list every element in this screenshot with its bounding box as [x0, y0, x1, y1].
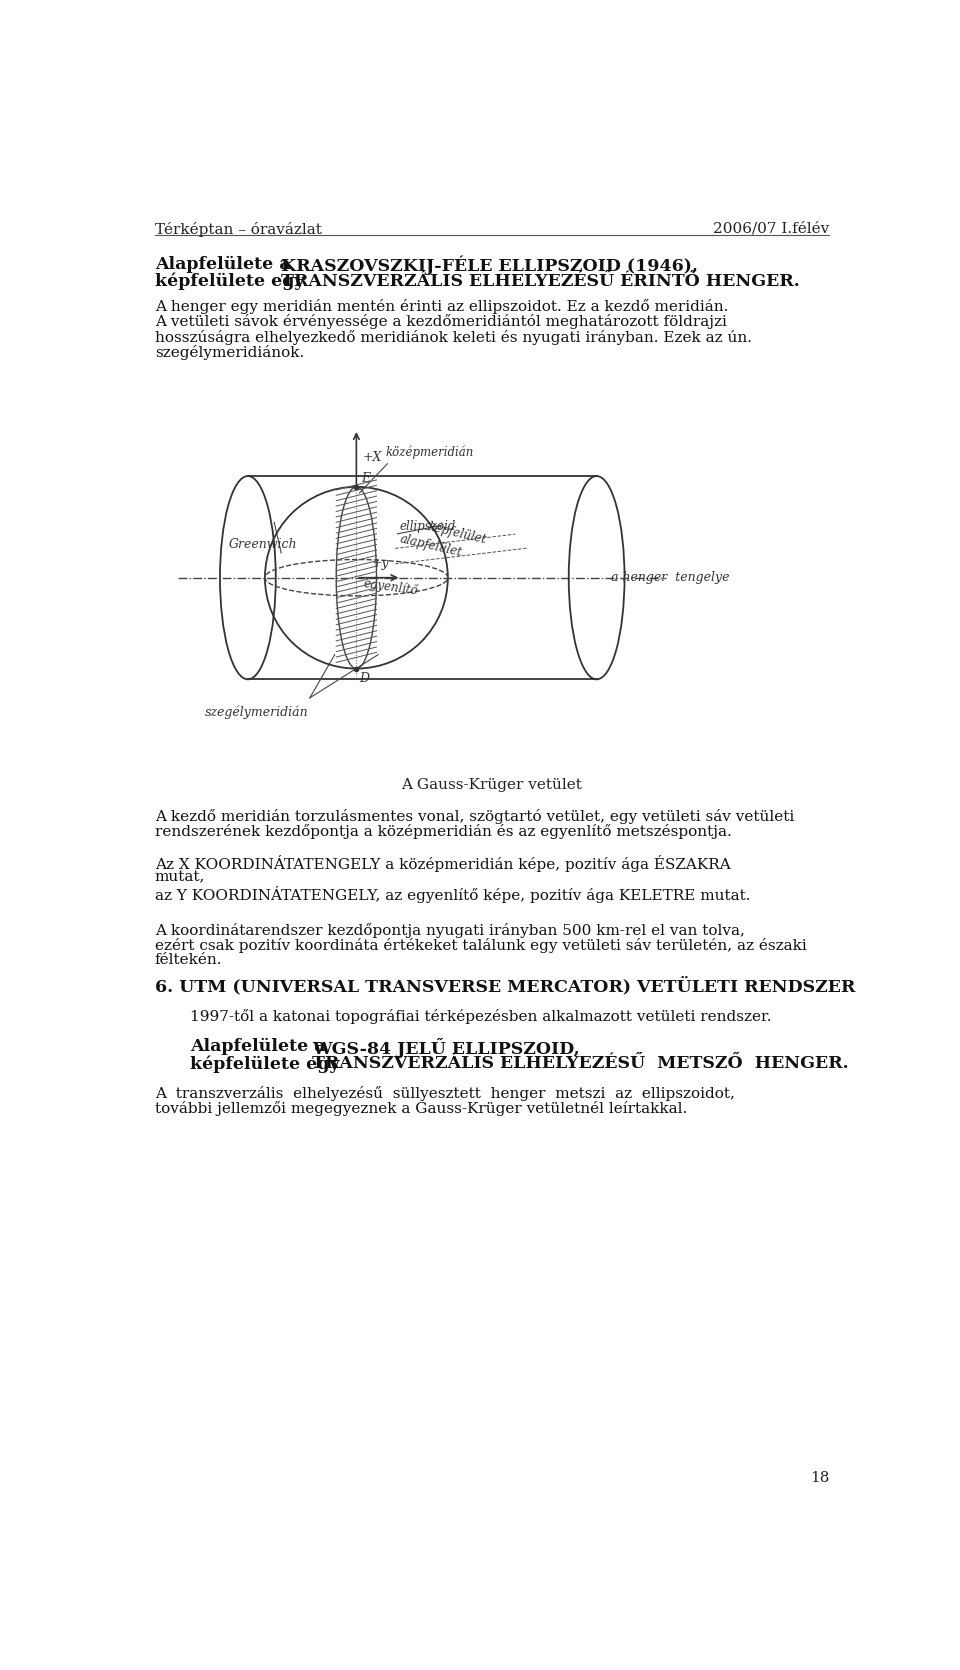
- Text: féltekén.: féltekén.: [155, 954, 223, 967]
- Text: hosszúságra elhelyezkedő meridiánok keleti és nyugati irányban. Ezek az ún.: hosszúságra elhelyezkedő meridiánok kele…: [155, 329, 752, 344]
- Text: a henger  tengelye: a henger tengelye: [611, 571, 729, 584]
- Text: alapfelület: alapfelület: [399, 533, 464, 559]
- Text: 6. UTM (UNIVERSAL TRANSVERSE MERCATOR) VETÜLETI RENDSZER: 6. UTM (UNIVERSAL TRANSVERSE MERCATOR) V…: [155, 977, 855, 995]
- Text: A koordinátarendszer kezdőpontja nyugati irányban 500 km-rel el van tolva,: A koordinátarendszer kezdőpontja nyugati…: [155, 922, 745, 937]
- Text: Az X KOORDINÁTATENGELY a középmeridián képe, pozitív ága ÉSZAKRA: Az X KOORDINÁTATENGELY a középmeridián k…: [155, 855, 731, 872]
- Text: E: E: [361, 473, 371, 486]
- Text: egyenlítő: egyenlítő: [363, 576, 420, 598]
- Text: további jellemzői megegyeznek a Gauss-Krüger vetületnél leírtakkal.: további jellemzői megegyeznek a Gauss-Kr…: [155, 1101, 687, 1116]
- Text: A vetületi sávok érvényessége a kezdőmeridiántól meghatározott földrajzi: A vetületi sávok érvényessége a kezdőmer…: [155, 314, 727, 329]
- Text: D: D: [359, 671, 370, 685]
- Text: Alapfelülete a: Alapfelülete a: [155, 256, 290, 272]
- Text: képfelülete egy: képfelülete egy: [190, 1055, 339, 1072]
- Text: Térképtan – óravázlat: Térképtan – óravázlat: [155, 222, 322, 237]
- Text: +X: +X: [363, 451, 382, 464]
- Text: 2006/07 I.félév: 2006/07 I.félév: [713, 222, 829, 235]
- Text: szegélymeridián: szegélymeridián: [205, 706, 309, 720]
- Text: rendszerének kezdőpontja a középmeridián és az egyenlítő metszéspontja.: rendszerének kezdőpontja a középmeridián…: [155, 823, 732, 838]
- Text: 18: 18: [809, 1471, 829, 1485]
- Text: WGS-84 JELŰ ELLIPSZOID,: WGS-84 JELŰ ELLIPSZOID,: [312, 1039, 580, 1059]
- Text: 1997-től a katonai topográfiai térképezésben alkalmazott vetületi rendszer.: 1997-től a katonai topográfiai térképezé…: [190, 1009, 771, 1024]
- Text: képfelülete egy: képfelülete egy: [155, 272, 304, 291]
- Text: mutat,: mutat,: [155, 870, 205, 885]
- Text: Greenwich: Greenwich: [228, 538, 297, 551]
- Text: A Gauss-Krüger vetület: A Gauss-Krüger vetület: [401, 778, 583, 792]
- Text: A kezdő meridián torzulásmentes vonal, szögtartó vetület, egy vetületi sáv vetül: A kezdő meridián torzulásmentes vonal, s…: [155, 808, 794, 823]
- Text: A henger egy meridián mentén érinti az ellipszoidot. Ez a kezdő meridián.: A henger egy meridián mentén érinti az e…: [155, 299, 729, 314]
- Text: szegélymeridiánok.: szegélymeridiánok.: [155, 346, 304, 361]
- Text: +y: +y: [372, 556, 390, 569]
- Text: Alapfelülete a: Alapfelülete a: [190, 1039, 325, 1055]
- Text: TRANSZVERZÁLIS ELHELYEZÉSŰ  METSZŐ  HENGER.: TRANSZVERZÁLIS ELHELYEZÉSŰ METSZŐ HENGER…: [312, 1055, 849, 1072]
- Text: TRANSZVERZÁLIS ELHELYEZÉSŰ ÉRINTŐ HENGER.: TRANSZVERZÁLIS ELHELYEZÉSŰ ÉRINTŐ HENGER…: [281, 272, 800, 291]
- Text: ezért csak pozitív koordináta értékeket találunk egy vetületi sáv területén, az : ezért csak pozitív koordináta értékeket …: [155, 939, 806, 954]
- Text: az Y KOORDINÁTATENGELY, az egyenlítő képe, pozitív ága KELETRE mutat.: az Y KOORDINÁTATENGELY, az egyenlítő kép…: [155, 885, 751, 903]
- Text: A  transzverzális  elhelyezésű  süllyesztett  henger  metszi  az  ellipszoidot,: A transzverzális elhelyezésű süllyesztet…: [155, 1086, 734, 1101]
- Text: KRASZOVSZKIJ-FÉLE ELLIPSZOID (1946),: KRASZOVSZKIJ-FÉLE ELLIPSZOID (1946),: [281, 256, 698, 276]
- Text: képfelület: képfelület: [426, 519, 488, 546]
- Text: ellipszoid: ellipszoid: [399, 519, 455, 533]
- Text: középmeridián: középmeridián: [386, 446, 474, 459]
